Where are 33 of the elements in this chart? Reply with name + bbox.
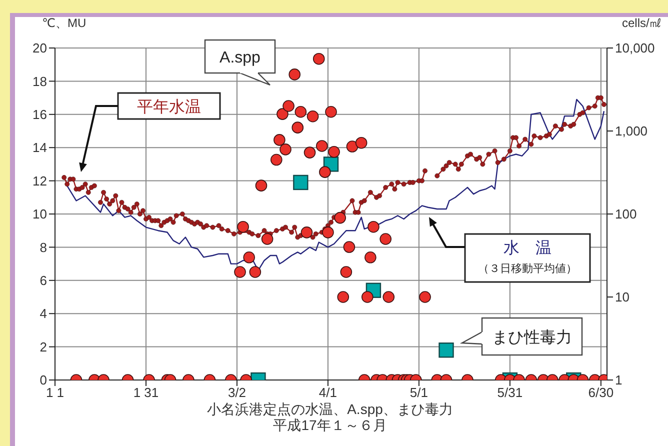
series-label: A.spp — [220, 50, 261, 66]
series-label: まひ性毒力 — [492, 328, 572, 346]
x-tick-label: 5/1 — [410, 385, 428, 400]
x-axis-title: 小名浜港定点の水温、A.spp、まひ毒力 — [207, 401, 453, 417]
y-axis-title: ℃、MU — [42, 16, 86, 30]
x-tick-label: 1 31 — [133, 385, 159, 400]
x-tick-label: 5/31 — [497, 385, 523, 400]
text: 平成17年１～６月 — [273, 417, 387, 433]
annotation: （３日移動平均値） — [478, 263, 577, 275]
y2-tick-label: 10,000 — [615, 40, 655, 56]
y-tick-label: 14 — [32, 140, 47, 156]
point — [293, 174, 308, 190]
x-tick-label: 4/1 — [318, 385, 338, 400]
text: 平年水温 — [137, 98, 201, 116]
y2-tick-label: 1 — [615, 372, 622, 388]
text: 水 温 — [504, 239, 552, 257]
x-tick-label: 3/2 — [228, 385, 246, 400]
y-tick-label: 18 — [32, 74, 47, 89]
x-tick-label: 6/30 — [588, 385, 614, 400]
y-tick-label: 20 — [32, 40, 47, 56]
y2-axis-title: cells/㎖ — [622, 16, 662, 30]
y-tick-label: 2 — [40, 339, 47, 354]
x-tick-label: 1 1 — [46, 385, 64, 400]
y-tick-label: 4 — [40, 306, 47, 322]
y-tick-label: 0 — [40, 372, 47, 388]
y2-tick-label: 100 — [615, 206, 637, 222]
y-tick-label: 10 — [32, 206, 47, 222]
y-tick-label: 8 — [40, 240, 47, 255]
y-tick-label: 12 — [32, 173, 47, 188]
y-tick-label: 16 — [32, 107, 47, 122]
y-tick-label: 6 — [40, 273, 47, 288]
y2-tick-label: 10 — [615, 290, 630, 305]
y2-tick-label: 1,000 — [615, 124, 648, 139]
